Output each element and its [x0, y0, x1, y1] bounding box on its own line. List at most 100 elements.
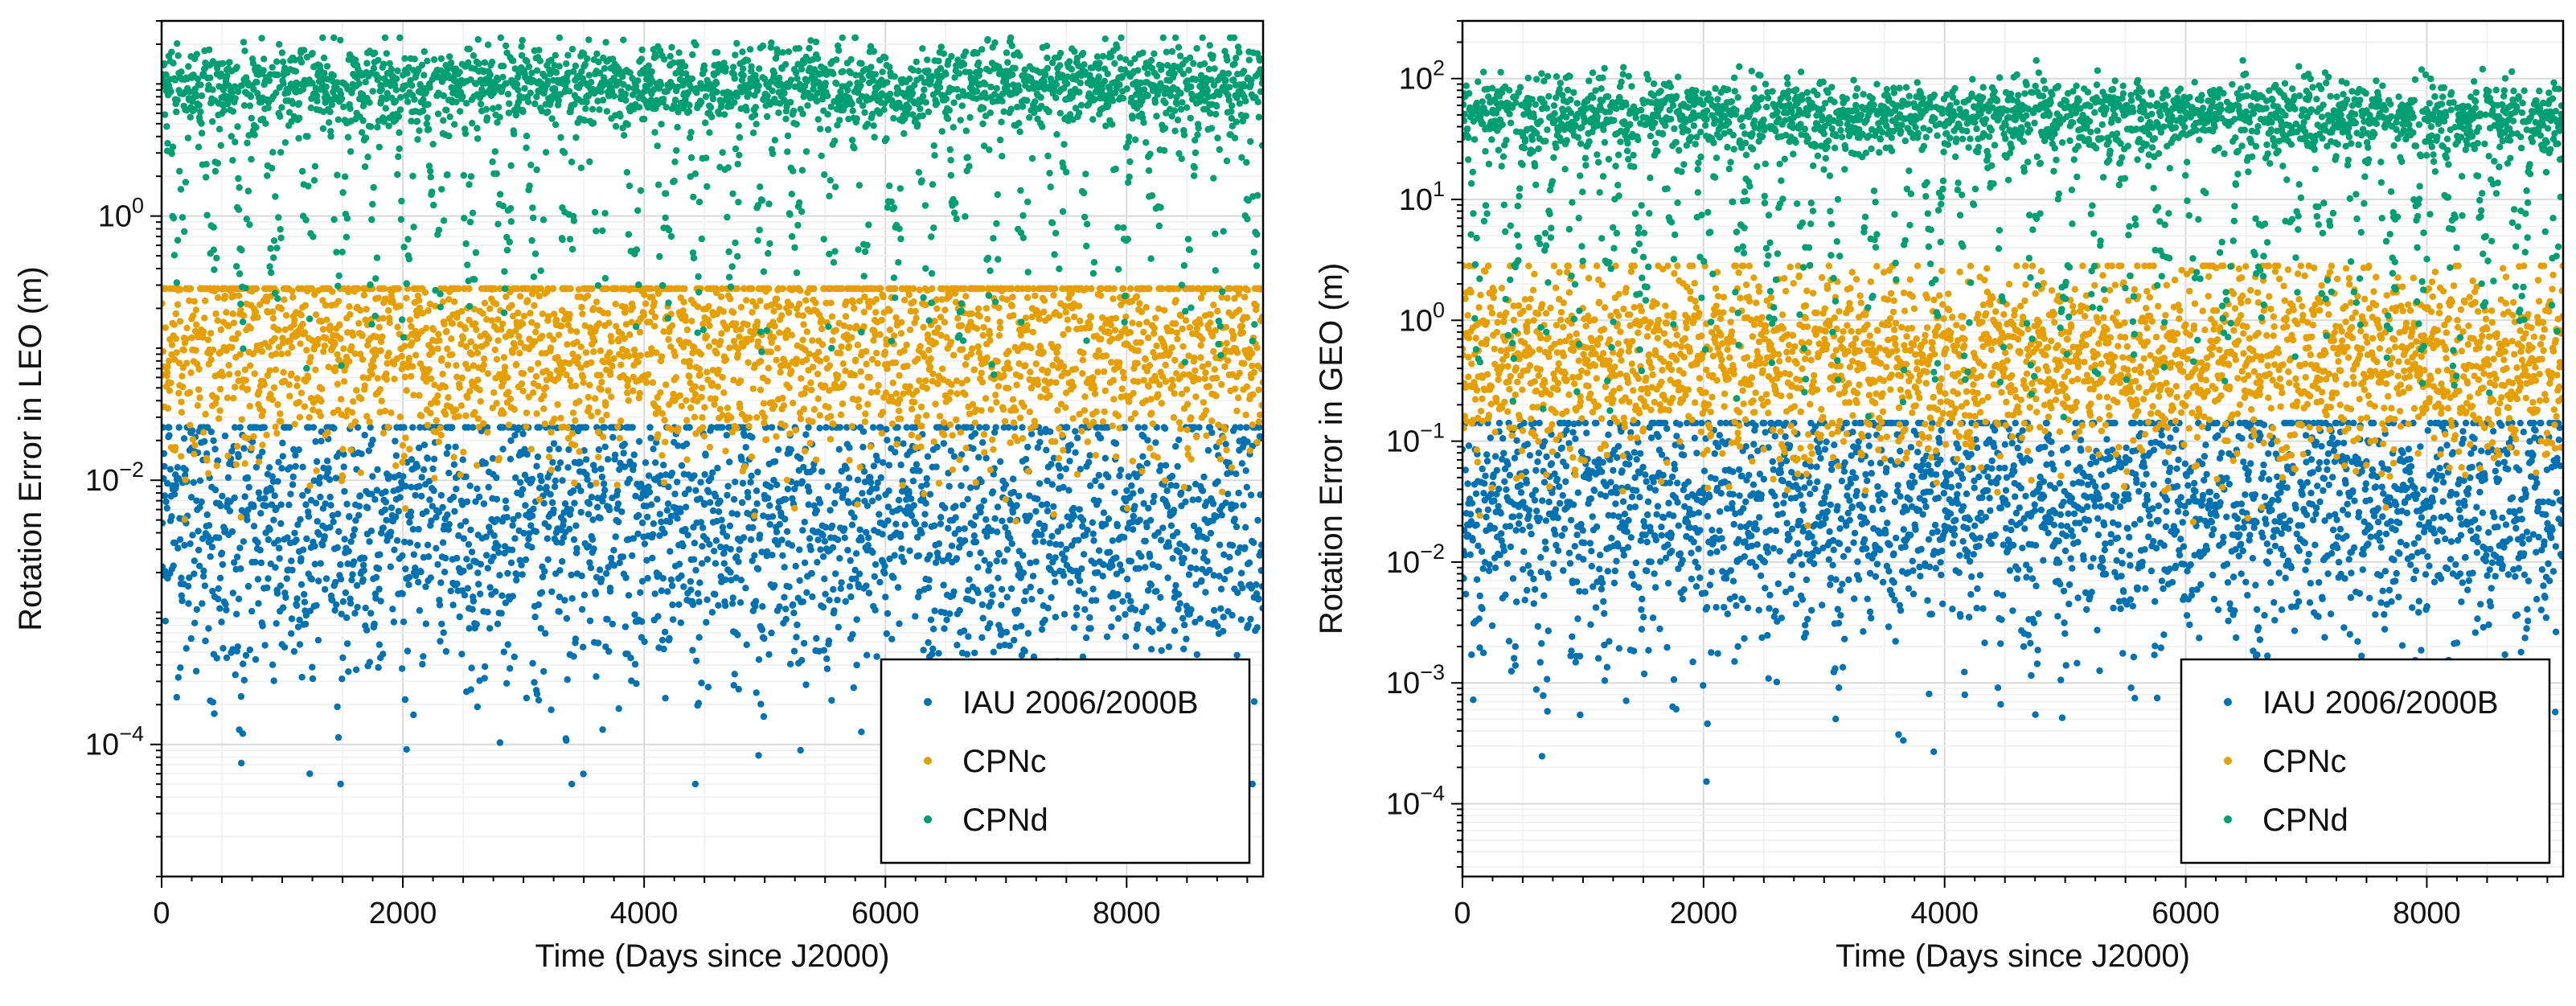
data-point [1239, 585, 1246, 592]
data-point [813, 507, 820, 514]
data-point [1109, 422, 1116, 429]
data-point [996, 324, 1004, 332]
data-point [192, 667, 200, 675]
data-point [239, 730, 247, 737]
data-point [862, 410, 869, 417]
data-point [272, 366, 280, 373]
data-point [1121, 424, 1129, 431]
data-point [494, 620, 502, 627]
data-point [807, 546, 814, 553]
data-point [789, 495, 796, 503]
data-point [1220, 614, 1227, 621]
data-point [1038, 626, 1046, 633]
data-point [187, 540, 194, 548]
data-point [326, 493, 334, 501]
data-point [180, 435, 188, 442]
data-point [389, 606, 396, 613]
data-point [752, 597, 760, 605]
data-point [457, 522, 465, 529]
data-point [375, 323, 383, 331]
data-point [548, 588, 556, 595]
data-point [164, 363, 171, 371]
data-point [240, 538, 248, 545]
data-point [163, 504, 170, 512]
data-point [827, 299, 835, 306]
data-point [301, 329, 309, 336]
data-point [748, 472, 755, 479]
data-point [846, 444, 853, 451]
data-point [315, 531, 323, 538]
data-point [608, 554, 615, 562]
data-point [1134, 347, 1142, 355]
data-point [268, 487, 275, 494]
data-point [464, 585, 471, 592]
data-point [1007, 516, 1014, 524]
data-point [843, 298, 850, 306]
data-point [427, 400, 435, 408]
data-point [499, 320, 507, 327]
data-point [384, 423, 392, 431]
data-point [1110, 605, 1117, 612]
data-point [1137, 487, 1145, 495]
data-point [498, 326, 505, 333]
data-point [658, 587, 666, 594]
data-point [437, 491, 445, 499]
data-point [729, 594, 736, 602]
data-point [218, 618, 225, 626]
data-point [211, 446, 219, 453]
data-point [421, 289, 429, 296]
data-point [954, 642, 961, 649]
data-point [512, 327, 519, 335]
data-point [237, 306, 244, 314]
data-point [275, 458, 282, 466]
data-point [943, 616, 950, 623]
data-point [528, 512, 536, 519]
data-point [162, 498, 170, 506]
data-point [501, 363, 509, 371]
data-point [629, 424, 636, 431]
data-point [831, 499, 839, 507]
data-point [1101, 387, 1109, 395]
data-point [461, 325, 469, 333]
data-point [665, 483, 672, 491]
data-point [700, 501, 708, 508]
data-point [786, 384, 793, 392]
data-point [1069, 383, 1077, 390]
data-point [436, 602, 444, 609]
data-point [468, 548, 476, 556]
data-point [1130, 512, 1138, 520]
data-point [744, 359, 752, 366]
data-point [179, 383, 187, 391]
data-point [199, 535, 207, 542]
data-point [930, 438, 937, 446]
data-point [1038, 501, 1045, 508]
data-point [867, 443, 874, 450]
data-point [1214, 478, 1221, 485]
data-point [168, 341, 176, 348]
data-point [577, 508, 585, 516]
data-point [1015, 492, 1023, 500]
data-point [343, 614, 351, 622]
data-point [1028, 430, 1036, 437]
data-point [477, 560, 485, 568]
data-point [877, 474, 884, 482]
data-point [382, 488, 389, 495]
data-point [477, 590, 484, 597]
data-point [1157, 536, 1165, 544]
data-point [224, 394, 232, 401]
data-point [951, 530, 958, 537]
data-point [231, 494, 238, 502]
data-point [814, 348, 822, 355]
data-point [950, 351, 958, 359]
data-point [402, 505, 409, 512]
data-point [913, 388, 921, 395]
data-point [1016, 372, 1024, 380]
data-point [1044, 605, 1052, 612]
data-point [1013, 381, 1020, 388]
data-point [838, 579, 845, 586]
data-point [277, 410, 284, 417]
data-point [605, 310, 612, 317]
data-point [484, 429, 491, 436]
data-point [400, 618, 408, 626]
data-point [615, 518, 622, 526]
